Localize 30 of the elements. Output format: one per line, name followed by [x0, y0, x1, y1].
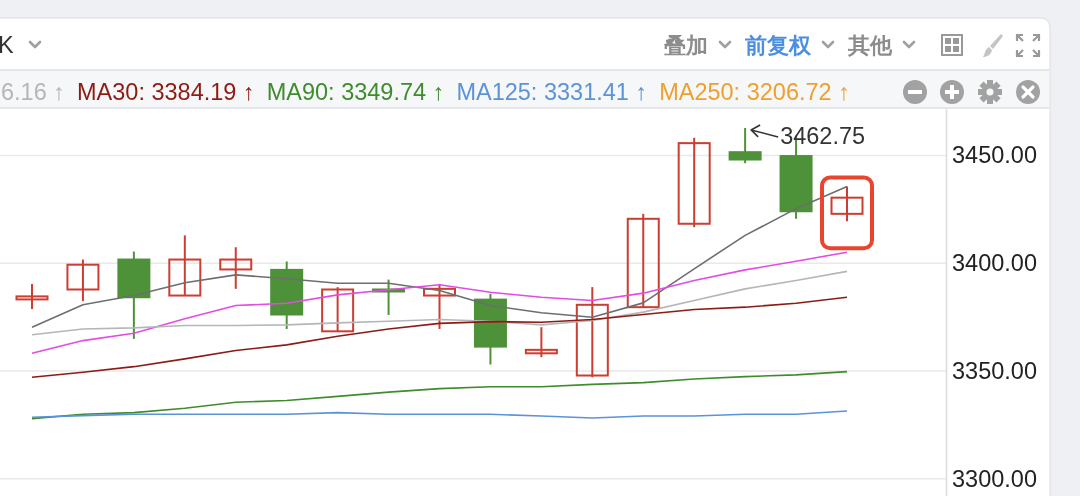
y-tick-label: 3300.00: [952, 465, 1037, 492]
candlestick: [626, 212, 660, 309]
candlestick: [830, 185, 864, 223]
candlestick: [321, 286, 355, 333]
text: 其他: [847, 33, 893, 58]
text: 6.16 ↑: [1, 79, 66, 105]
annotation: 3462.75: [780, 122, 866, 149]
line-series: [31, 251, 848, 355]
y-tick-label: 3400.00: [952, 250, 1037, 277]
y-tick-label: 3350.00: [952, 358, 1037, 384]
line-series: [31, 370, 848, 420]
candlestick: [677, 136, 711, 229]
line-series: [31, 270, 848, 336]
y-tick-label: 3450.00: [952, 142, 1037, 169]
text: K: [0, 32, 14, 58]
text: 前复权: [744, 33, 812, 58]
text: MA30: 3384.19 ↑: [77, 79, 255, 105]
candlestick: [524, 326, 558, 359]
text: 叠加: [663, 33, 708, 58]
candlestick: [66, 258, 100, 303]
candlestick: [168, 234, 202, 297]
text: MA125: 3331.41 ↑: [456, 79, 648, 105]
candlestick: [15, 282, 49, 310]
candlestick: [219, 246, 253, 290]
text: MA90: 3349.74 ↑: [266, 79, 445, 105]
line-series: [31, 185, 848, 329]
candlestick: [575, 286, 609, 379]
text: MA250: 3206.72 ↑: [659, 79, 850, 105]
line-series: [31, 296, 848, 379]
line-series: [31, 410, 848, 419]
